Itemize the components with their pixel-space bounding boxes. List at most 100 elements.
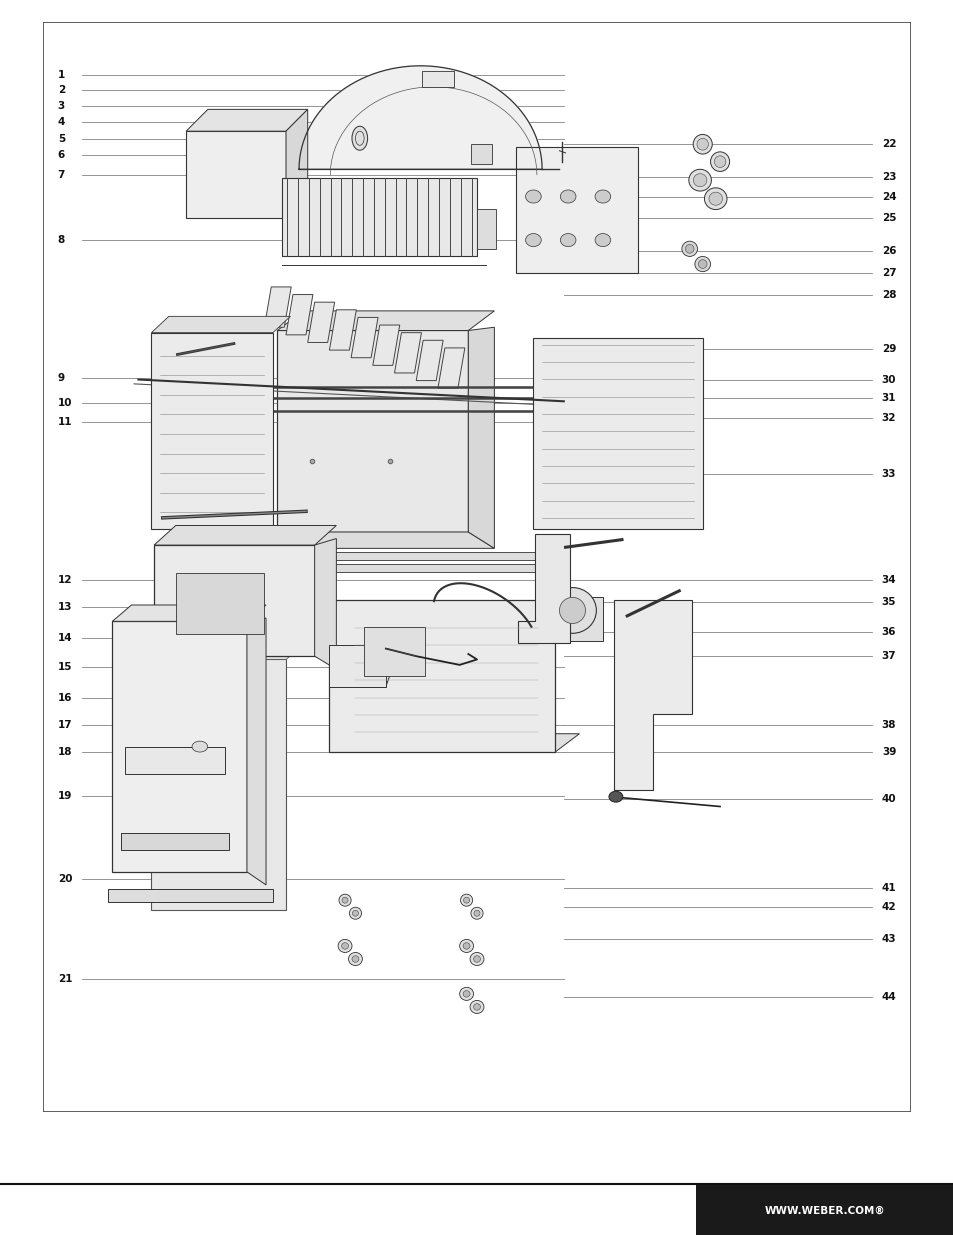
Text: 2: 2	[57, 85, 65, 95]
Ellipse shape	[341, 897, 348, 903]
Ellipse shape	[338, 894, 351, 906]
Text: 39: 39	[881, 747, 896, 757]
Text: 10: 10	[57, 399, 72, 409]
Text: 28: 28	[881, 289, 896, 300]
PathPatch shape	[152, 646, 303, 659]
Bar	[476, 210, 496, 248]
Ellipse shape	[471, 908, 482, 919]
Text: 35: 35	[881, 597, 896, 606]
Text: 9: 9	[57, 373, 65, 383]
Text: 30: 30	[881, 374, 896, 384]
Text: 37: 37	[881, 651, 896, 661]
PathPatch shape	[468, 327, 494, 548]
PathPatch shape	[437, 348, 464, 388]
Text: 18: 18	[57, 747, 72, 757]
PathPatch shape	[186, 110, 308, 131]
PathPatch shape	[329, 734, 578, 752]
Text: 12: 12	[57, 576, 72, 585]
Bar	[108, 889, 273, 903]
Ellipse shape	[525, 190, 540, 203]
Text: 4: 4	[57, 117, 65, 127]
Text: 11: 11	[57, 417, 72, 427]
Text: 22: 22	[881, 140, 896, 149]
Ellipse shape	[559, 190, 576, 203]
Ellipse shape	[470, 952, 483, 966]
PathPatch shape	[264, 287, 291, 327]
Ellipse shape	[714, 156, 725, 168]
Text: 34: 34	[881, 576, 896, 585]
Ellipse shape	[459, 940, 473, 952]
Text: EXPLODED VIEW  E/S/EP - 310: EXPLODED VIEW E/S/EP - 310	[314, 22, 639, 42]
Text: 24: 24	[881, 191, 896, 201]
Text: 44: 44	[881, 992, 896, 1002]
Text: 41: 41	[881, 883, 896, 893]
PathPatch shape	[314, 538, 336, 669]
Ellipse shape	[470, 1000, 483, 1014]
PathPatch shape	[416, 341, 443, 380]
Text: 23: 23	[881, 172, 896, 182]
Ellipse shape	[337, 940, 352, 952]
Ellipse shape	[688, 169, 711, 191]
Ellipse shape	[352, 126, 367, 151]
PathPatch shape	[329, 599, 555, 752]
Text: WWW.WEBER.COM®: WWW.WEBER.COM®	[764, 1205, 884, 1215]
PathPatch shape	[277, 311, 494, 331]
Ellipse shape	[525, 233, 540, 247]
Ellipse shape	[348, 952, 362, 966]
Text: 29: 29	[881, 345, 896, 354]
PathPatch shape	[186, 131, 286, 219]
Text: 42: 42	[881, 902, 896, 911]
Bar	[212, 552, 541, 561]
Ellipse shape	[352, 956, 358, 962]
PathPatch shape	[286, 110, 308, 219]
Text: 40: 40	[881, 794, 896, 804]
Ellipse shape	[681, 241, 697, 257]
Ellipse shape	[352, 910, 358, 916]
Ellipse shape	[548, 588, 596, 634]
PathPatch shape	[286, 295, 313, 335]
Ellipse shape	[608, 792, 622, 803]
Text: 19: 19	[57, 790, 72, 800]
Text: 27: 27	[881, 268, 896, 278]
Text: 14: 14	[57, 632, 72, 642]
PathPatch shape	[533, 338, 702, 529]
Text: 17: 17	[57, 720, 72, 730]
PathPatch shape	[395, 332, 421, 373]
PathPatch shape	[351, 317, 377, 358]
Text: 36: 36	[881, 627, 896, 637]
Text: 38: 38	[881, 720, 896, 730]
PathPatch shape	[329, 646, 385, 687]
PathPatch shape	[277, 532, 494, 548]
Ellipse shape	[684, 245, 693, 253]
Polygon shape	[298, 65, 541, 169]
PathPatch shape	[152, 316, 290, 332]
Ellipse shape	[595, 190, 610, 203]
Bar	[121, 832, 229, 850]
Text: 20: 20	[57, 874, 72, 884]
PathPatch shape	[308, 303, 335, 342]
Ellipse shape	[192, 741, 208, 752]
Ellipse shape	[462, 942, 470, 950]
Text: 5: 5	[57, 133, 65, 143]
Ellipse shape	[341, 942, 348, 950]
PathPatch shape	[614, 599, 692, 790]
Ellipse shape	[474, 910, 479, 916]
Bar	[471, 144, 491, 164]
Text: 32: 32	[881, 412, 896, 422]
Ellipse shape	[463, 897, 469, 903]
PathPatch shape	[247, 618, 266, 885]
PathPatch shape	[153, 525, 336, 545]
Ellipse shape	[698, 259, 706, 268]
Text: 6: 6	[57, 151, 65, 161]
PathPatch shape	[153, 545, 314, 656]
Ellipse shape	[349, 908, 361, 919]
Ellipse shape	[693, 174, 706, 186]
PathPatch shape	[329, 310, 356, 350]
Ellipse shape	[694, 257, 710, 272]
Text: 26: 26	[881, 246, 896, 256]
Bar	[364, 627, 424, 676]
Ellipse shape	[697, 138, 708, 151]
Text: 21: 21	[57, 973, 72, 983]
Ellipse shape	[559, 233, 576, 247]
Bar	[281, 178, 476, 257]
